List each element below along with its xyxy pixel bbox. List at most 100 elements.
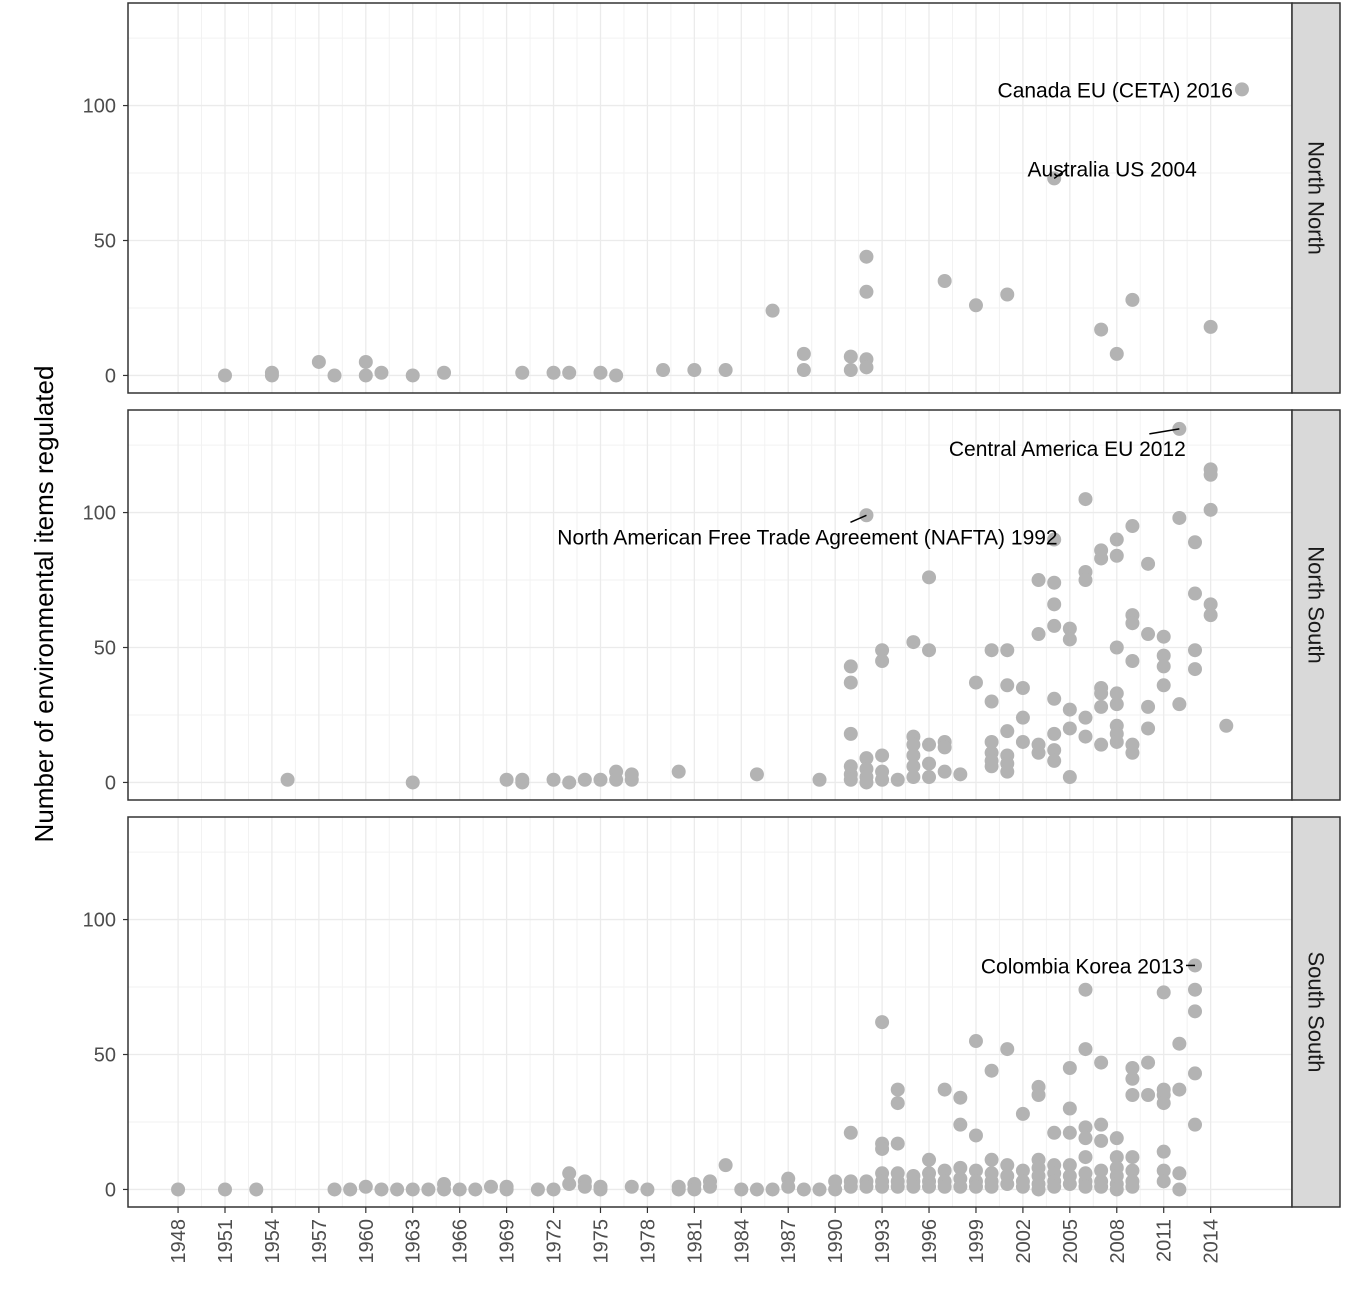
data-point [906,748,921,763]
facet-strip-label: North North [1304,141,1329,255]
data-point [984,1063,999,1078]
data-point [1125,1071,1140,1086]
facet-panel: 0 50 100 Canada EU (CETA) 2016 Australia US … [83,2,1341,394]
data-point [1094,1179,1109,1194]
data-point [546,365,561,380]
data-point [1062,1125,1077,1140]
annotation-label: Colombia Korea 2013 [981,955,1184,978]
data-point [843,675,858,690]
data-point [1109,532,1124,547]
data-point [749,1182,764,1197]
data-point [624,772,639,787]
data-point [968,1034,983,1049]
data-point [1188,662,1202,677]
data-point [1109,734,1124,749]
data-point [577,772,592,787]
data-point [1219,718,1234,733]
data-point [1047,753,1062,768]
data-point [1109,697,1124,712]
data-point [859,775,874,790]
facet-strip-label: North South [1304,546,1329,663]
data-point [734,1182,749,1197]
data-point [859,284,874,299]
data-point [906,1179,921,1194]
data-point [843,659,858,674]
x-tick-label: 1987 [778,1219,800,1264]
data-point [593,772,608,787]
data-point [687,1182,702,1197]
data-point [1047,532,1062,547]
facet-panel: 0 50 100 Central America EU 2012 North Ameri… [83,409,1341,801]
data-point [1125,1150,1140,1165]
data-point [483,1179,498,1194]
data-point [1156,1144,1171,1159]
x-tick-label: 2005 [1060,1219,1082,1264]
data-point [1188,1004,1202,1019]
data-point [718,363,733,378]
data-point [249,1182,264,1197]
data-point [421,1182,436,1197]
data-point [953,1160,968,1175]
data-point [1000,643,1015,658]
data-point [1094,686,1109,701]
data-point [953,767,968,782]
data-point [1125,1087,1140,1102]
data-point [1015,1106,1030,1121]
data-point [937,1082,952,1097]
data-point [1109,640,1124,655]
data-point [1015,1179,1030,1194]
data-point [937,764,952,779]
data-point [515,775,530,790]
data-point [843,772,858,787]
data-point [1000,764,1015,779]
data-point [1109,1182,1124,1197]
data-point [812,772,827,787]
data-point [984,759,999,774]
data-point [1125,1163,1140,1178]
data-point [984,1179,999,1194]
data-point [843,1125,858,1140]
data-point [953,1117,968,1132]
data-point [358,368,373,383]
data-point [1062,702,1077,717]
annotation-leader-line [850,514,867,523]
data-point [765,303,780,318]
data-point [1031,1182,1046,1197]
data-point [1094,551,1109,566]
data-point [452,1182,467,1197]
data-point [609,368,624,383]
data-point [343,1182,358,1197]
data-point [1156,678,1171,693]
data-point [1094,322,1109,337]
data-point [890,1136,905,1151]
data-point [890,1096,905,1111]
x-tick-label: 2014 [1201,1219,1223,1264]
data-point [1062,1061,1077,1076]
data-point [968,298,983,313]
x-tick-label: 1993 [872,1219,894,1264]
data-point [593,365,608,380]
data-point [953,1090,968,1105]
data-point [1125,616,1140,631]
data-point [1141,721,1156,736]
data-point [437,1182,452,1197]
data-point [1203,319,1218,334]
data-point [859,249,874,264]
data-point [374,365,389,380]
data-point [1078,1120,1093,1135]
data-point [1172,1082,1187,1097]
data-point [1188,643,1202,658]
x-tick-label: 1978 [637,1219,659,1264]
data-point [875,1015,890,1030]
data-point [1234,82,1249,97]
data-point [1078,710,1093,725]
y-axis-label: Number of environmental items regulated [29,366,59,843]
data-point [671,764,686,779]
data-point [703,1179,717,1194]
y-tick-label: 0 [105,1179,116,1201]
data-point [1203,467,1218,482]
y-tick-label: 50 [94,231,116,253]
data-point [1078,1150,1093,1165]
data-point [1062,621,1077,636]
data-point [906,759,921,774]
